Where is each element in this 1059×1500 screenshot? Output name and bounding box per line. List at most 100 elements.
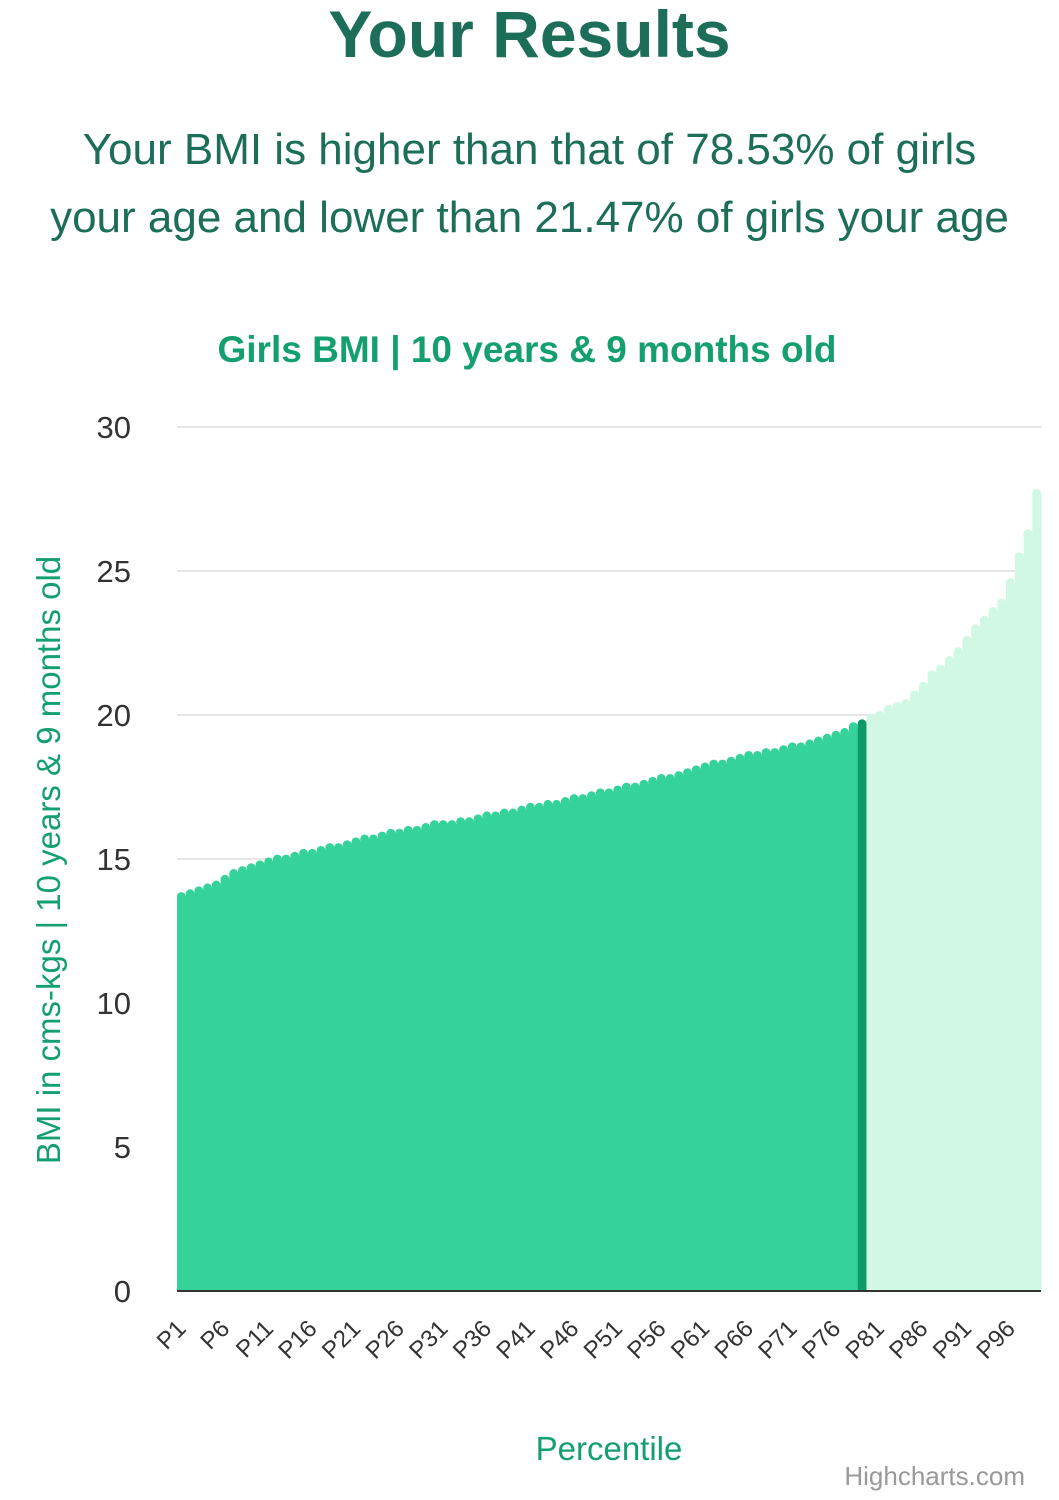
bar-p26[interactable] xyxy=(395,833,405,1291)
bar-p16[interactable] xyxy=(307,853,318,1291)
bar-p60[interactable] xyxy=(691,769,702,1291)
bar-p79[interactable] xyxy=(857,723,868,1291)
bar-p39[interactable] xyxy=(508,812,518,1291)
bar-p14[interactable] xyxy=(290,856,300,1291)
bar-p42[interactable] xyxy=(534,807,545,1291)
bar-p34[interactable] xyxy=(465,821,475,1291)
bar-p74[interactable] xyxy=(814,740,824,1291)
bar-p78[interactable] xyxy=(849,726,859,1291)
bar-p81[interactable] xyxy=(875,715,885,1291)
bar-p95[interactable] xyxy=(997,602,1007,1291)
bar-p97[interactable] xyxy=(1014,556,1025,1291)
bar-p29[interactable] xyxy=(421,827,431,1291)
bar-p86[interactable] xyxy=(918,686,929,1291)
bar-p6[interactable] xyxy=(220,879,230,1291)
bar-p64[interactable] xyxy=(726,761,737,1291)
bar-p30[interactable] xyxy=(430,824,440,1291)
bar-p25[interactable] xyxy=(386,833,396,1291)
bar-p1[interactable] xyxy=(177,896,187,1291)
bar-p88[interactable] xyxy=(936,668,946,1291)
bar-p51[interactable] xyxy=(613,789,623,1291)
bar-p72[interactable] xyxy=(796,746,806,1291)
bar-p47[interactable] xyxy=(578,798,588,1291)
bar-p27[interactable] xyxy=(403,830,414,1291)
bar-p48[interactable] xyxy=(587,795,597,1291)
bar-p61[interactable] xyxy=(700,766,710,1291)
bar-p91[interactable] xyxy=(962,640,972,1291)
bar-p49[interactable] xyxy=(595,792,606,1291)
bar-p35[interactable] xyxy=(473,818,484,1291)
bar-p89[interactable] xyxy=(945,660,955,1291)
bar-p54[interactable] xyxy=(639,784,649,1291)
bar-p41[interactable] xyxy=(526,807,536,1291)
bar-p23[interactable] xyxy=(369,838,379,1291)
bar-p43[interactable] xyxy=(543,804,553,1291)
bar-p7[interactable] xyxy=(229,873,239,1291)
bar-p92[interactable] xyxy=(971,628,981,1291)
bar-p18[interactable] xyxy=(325,847,335,1291)
bar-p9[interactable] xyxy=(246,867,257,1291)
bar-p11[interactable] xyxy=(264,861,274,1291)
bar-p32[interactable] xyxy=(447,824,457,1291)
bar-p31[interactable] xyxy=(438,824,449,1291)
bar-p59[interactable] xyxy=(683,772,693,1291)
bar-p8[interactable] xyxy=(238,870,248,1291)
bar-p17[interactable] xyxy=(316,850,326,1291)
bar-p13[interactable] xyxy=(281,859,292,1291)
bar-p67[interactable] xyxy=(753,755,763,1291)
bar-p45[interactable] xyxy=(561,801,571,1291)
bar-p71[interactable] xyxy=(787,746,798,1291)
bar-p50[interactable] xyxy=(604,792,614,1291)
bar-p3[interactable] xyxy=(194,890,204,1291)
bar-p46[interactable] xyxy=(569,798,580,1291)
bar-p10[interactable] xyxy=(255,864,265,1291)
highcharts-credit[interactable]: Highcharts.com xyxy=(844,1461,1025,1491)
bar-p82[interactable] xyxy=(883,709,894,1291)
bar-p55[interactable] xyxy=(648,781,658,1291)
bar-p85[interactable] xyxy=(910,694,920,1291)
bar-p84[interactable] xyxy=(901,703,911,1291)
bar-p58[interactable] xyxy=(674,775,684,1291)
bar-p21[interactable] xyxy=(351,841,361,1291)
bar-p36[interactable] xyxy=(482,815,492,1291)
bar-p20[interactable] xyxy=(342,844,353,1291)
bar-p68[interactable] xyxy=(761,752,772,1291)
bar-p65[interactable] xyxy=(735,758,745,1291)
bar-p33[interactable] xyxy=(456,821,466,1291)
bar-p83[interactable] xyxy=(892,706,902,1291)
bar-p76[interactable] xyxy=(831,735,841,1291)
bar-p77[interactable] xyxy=(840,732,850,1291)
bar-p40[interactable] xyxy=(517,810,527,1291)
bar-p63[interactable] xyxy=(718,763,728,1291)
bar-p62[interactable] xyxy=(709,763,719,1291)
bar-p38[interactable] xyxy=(499,812,510,1291)
bar-p24[interactable] xyxy=(377,835,388,1291)
bar-p99[interactable] xyxy=(1032,493,1042,1291)
bar-p66[interactable] xyxy=(744,755,754,1291)
bar-p96[interactable] xyxy=(1006,582,1016,1291)
bar-p15[interactable] xyxy=(299,853,309,1291)
bar-p94[interactable] xyxy=(988,611,998,1291)
bar-p5[interactable] xyxy=(211,884,222,1291)
bar-p44[interactable] xyxy=(552,804,562,1291)
bar-p75[interactable] xyxy=(822,738,833,1291)
bar-p52[interactable] xyxy=(622,787,632,1291)
bar-p90[interactable] xyxy=(953,651,964,1291)
bar-p19[interactable] xyxy=(334,847,344,1291)
bar-p2[interactable] xyxy=(185,893,196,1291)
bar-p28[interactable] xyxy=(412,830,422,1291)
bar-p4[interactable] xyxy=(203,887,213,1291)
bar-p69[interactable] xyxy=(770,752,780,1291)
bar-p22[interactable] xyxy=(360,838,370,1291)
bar-p87[interactable] xyxy=(927,674,937,1291)
bar-p53[interactable] xyxy=(630,787,641,1291)
bar-p56[interactable] xyxy=(657,778,667,1291)
bar-p12[interactable] xyxy=(273,859,283,1291)
bar-p57[interactable] xyxy=(665,778,676,1291)
bar-p70[interactable] xyxy=(779,749,789,1291)
bar-p37[interactable] xyxy=(491,815,501,1291)
bar-p93[interactable] xyxy=(979,619,990,1291)
bar-p80[interactable] xyxy=(866,717,876,1291)
bar-p73[interactable] xyxy=(805,743,815,1291)
bar-p98[interactable] xyxy=(1023,533,1033,1291)
